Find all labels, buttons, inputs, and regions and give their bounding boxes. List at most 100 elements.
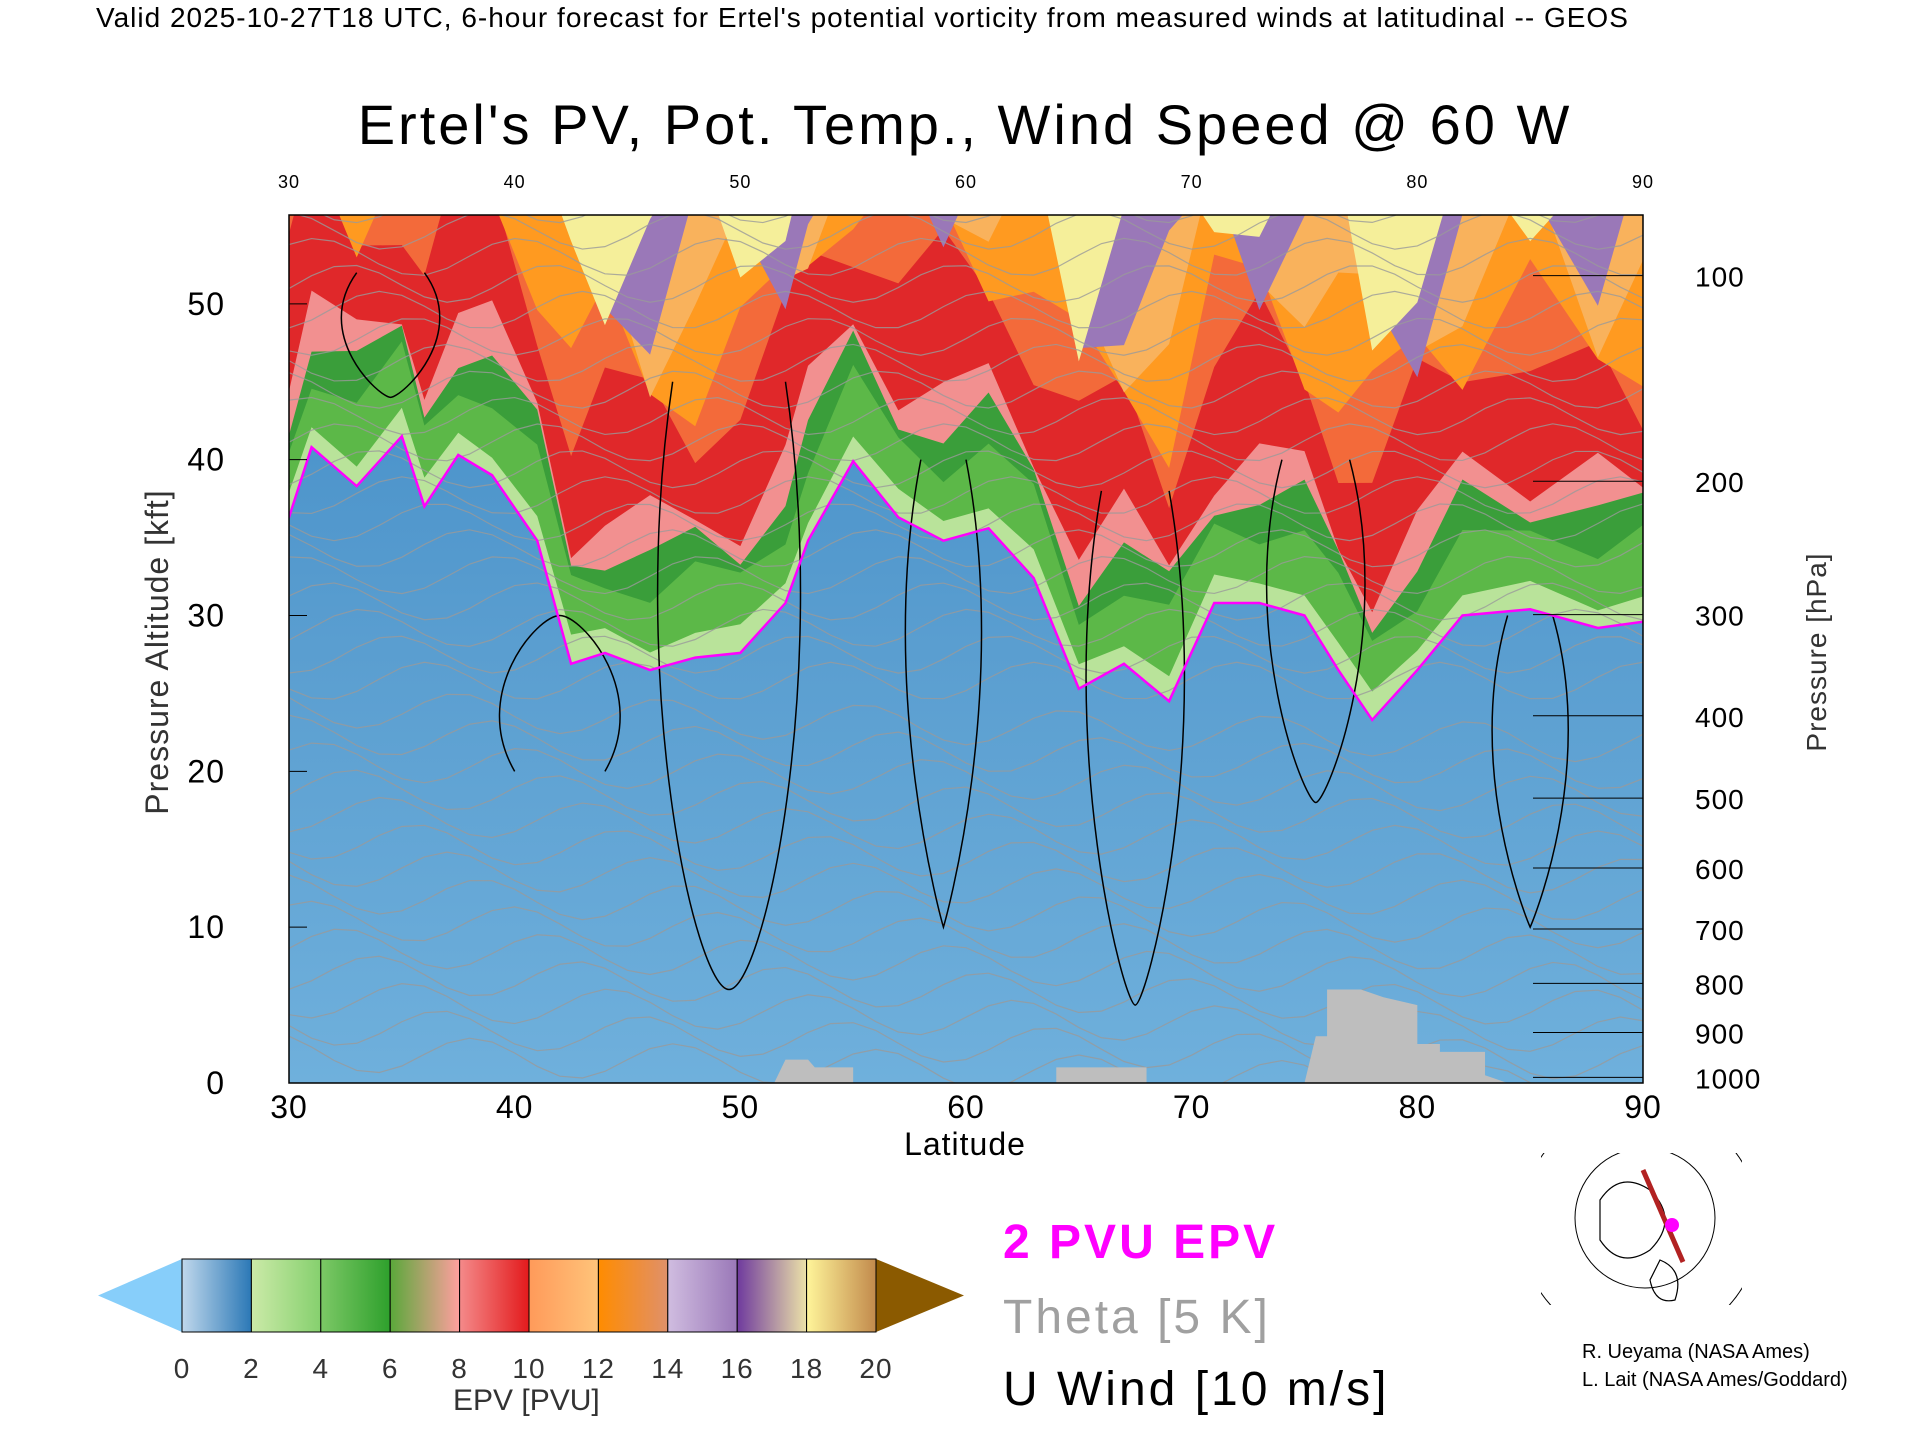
- x-top-tick-label: 30: [278, 172, 300, 192]
- pressure-tick-label: 100: [1695, 262, 1745, 293]
- colorbar-tick-label: 0: [174, 1353, 191, 1384]
- locator-map: [1541, 1153, 1742, 1305]
- x-tick-label: 30: [270, 1089, 308, 1125]
- pressure-tick-label: 200: [1695, 467, 1745, 498]
- theta-contour: [289, 874, 1643, 949]
- theta-contour: [289, 608, 1643, 647]
- colorbar-tick-label: 18: [790, 1353, 823, 1384]
- y-tick-label: 20: [187, 753, 225, 789]
- colorbar-tick-label: 2: [243, 1353, 260, 1384]
- colorbar-tick-label: 14: [651, 1353, 684, 1384]
- theta-contour: [289, 769, 1643, 839]
- theta-contour: [289, 396, 1643, 436]
- plot-frame: [288, 214, 1644, 1084]
- y2-axis-label: Pressure [hPa]: [1801, 552, 1832, 751]
- wind-contour: [498, 614, 621, 772]
- theta-contour: [289, 928, 1643, 1000]
- theta-contour: [289, 423, 1643, 462]
- theta-contour: [289, 264, 1643, 303]
- theta-contour: [289, 237, 1643, 276]
- map-cross-section-line: [1640, 1169, 1686, 1263]
- colorbar-tick-label: 10: [512, 1353, 545, 1384]
- y-tick-label: 50: [187, 286, 225, 322]
- colorbar-tick-label: 16: [721, 1353, 754, 1384]
- x-top-tick-label: 90: [1632, 172, 1654, 192]
- theta-contour: [289, 900, 1643, 975]
- map-coastlines: [1599, 1181, 1679, 1302]
- y-tick-label: 30: [187, 597, 225, 633]
- theta-contour: [289, 529, 1643, 568]
- x-top-tick-label: 80: [1406, 172, 1428, 192]
- x-tick-label: 80: [1399, 1089, 1437, 1125]
- x-tick-label: 70: [1173, 1089, 1211, 1125]
- colorbar-tick-label: 12: [582, 1353, 615, 1384]
- colorbar-segment: [528, 1258, 599, 1333]
- theta-contour: [289, 693, 1643, 763]
- colorbar-segment: [320, 1258, 391, 1333]
- x-tick-label: 90: [1624, 1089, 1662, 1125]
- y-tick-label: 40: [187, 442, 225, 478]
- map-outer-ring: [1541, 1153, 1742, 1305]
- legend-pvu: 2 PVU EPV: [1003, 1216, 1279, 1269]
- colorbar-over-arrow: [876, 1259, 964, 1332]
- chart-title: Ertel's PV, Pot. Temp., Wind Speed @ 60 …: [357, 93, 1573, 156]
- y-tick-label: 0: [206, 1065, 225, 1101]
- pressure-tick-label: 300: [1695, 601, 1745, 632]
- x-tick-label: 60: [947, 1089, 985, 1125]
- theta-contour: [289, 555, 1643, 595]
- theta-contour: [289, 635, 1643, 674]
- credit-2: L. Lait (NASA Ames/Goddard): [1582, 1369, 1848, 1391]
- wind-contour: [1265, 459, 1366, 804]
- theta-contour: [289, 370, 1643, 409]
- theta-contour: [289, 290, 1643, 329]
- map-pvu-marker: [1665, 1218, 1679, 1232]
- colorbar-tick-label: 20: [859, 1353, 892, 1384]
- colorbar-tick-label: 4: [313, 1353, 330, 1384]
- colorbar-label: EPV [PVU]: [453, 1384, 600, 1417]
- pressure-tick-label: 900: [1695, 1018, 1745, 1049]
- y-tick-label: 10: [187, 909, 225, 945]
- colorbar-segment: [459, 1258, 530, 1333]
- legend-theta: Theta [5 K]: [1003, 1291, 1271, 1344]
- x-axis-label: Latitude: [904, 1126, 1026, 1162]
- x-tick-label: 40: [496, 1089, 534, 1125]
- wind-contour: [1085, 490, 1186, 1006]
- epv-band-9: [561, 215, 1554, 362]
- pressure-tick-label: 700: [1695, 915, 1745, 946]
- wind-contour: [904, 459, 983, 930]
- theta-contour: [322, 215, 1600, 224]
- theta-contour: [297, 215, 1643, 250]
- pressure-tick-label: 400: [1695, 702, 1745, 733]
- legend-wind: U Wind [10 m/s]: [1003, 1363, 1390, 1416]
- wind-contour: [656, 381, 802, 991]
- colorbar-segment: [736, 1258, 808, 1333]
- theta-contour: [289, 1035, 1533, 1083]
- pressure-tick-label: 1000: [1695, 1063, 1761, 1094]
- map-inner-ring: [1574, 1153, 1716, 1289]
- x-top-tick-label: 60: [955, 172, 977, 192]
- theta-contour: [289, 824, 1643, 894]
- x-top-tick-label: 70: [1181, 172, 1203, 192]
- theta-contour: [289, 661, 1643, 700]
- colorbar-segment: [597, 1258, 669, 1333]
- colorbar-under-arrow: [98, 1259, 182, 1332]
- colorbar-segment: [667, 1258, 738, 1333]
- colorbar-segment: [181, 1258, 252, 1333]
- theta-contour: [289, 476, 1643, 515]
- y-axis-label: Pressure Altitude [kft]: [139, 489, 175, 814]
- pressure-tick-label: 500: [1695, 784, 1745, 815]
- credit-1: R. Ueyama (NASA Ames): [1582, 1341, 1810, 1363]
- x-top-tick-label: 40: [504, 172, 526, 192]
- x-tick-label: 50: [722, 1089, 760, 1125]
- theta-contour: [289, 742, 1643, 817]
- plot-area: [289, 215, 1643, 1083]
- theta-contour: [289, 450, 1643, 489]
- pvu2-line: [289, 433, 1643, 722]
- pressure-tick-label: 800: [1695, 969, 1745, 1000]
- wind-contour: [340, 272, 441, 399]
- theta-contour: [289, 503, 1643, 542]
- colorbar-tick-label: 6: [382, 1353, 399, 1384]
- header-text: Valid 2025-10-27T18 UTC, 6-hour forecast…: [96, 2, 1629, 33]
- pressure-tick-label: 600: [1695, 854, 1745, 885]
